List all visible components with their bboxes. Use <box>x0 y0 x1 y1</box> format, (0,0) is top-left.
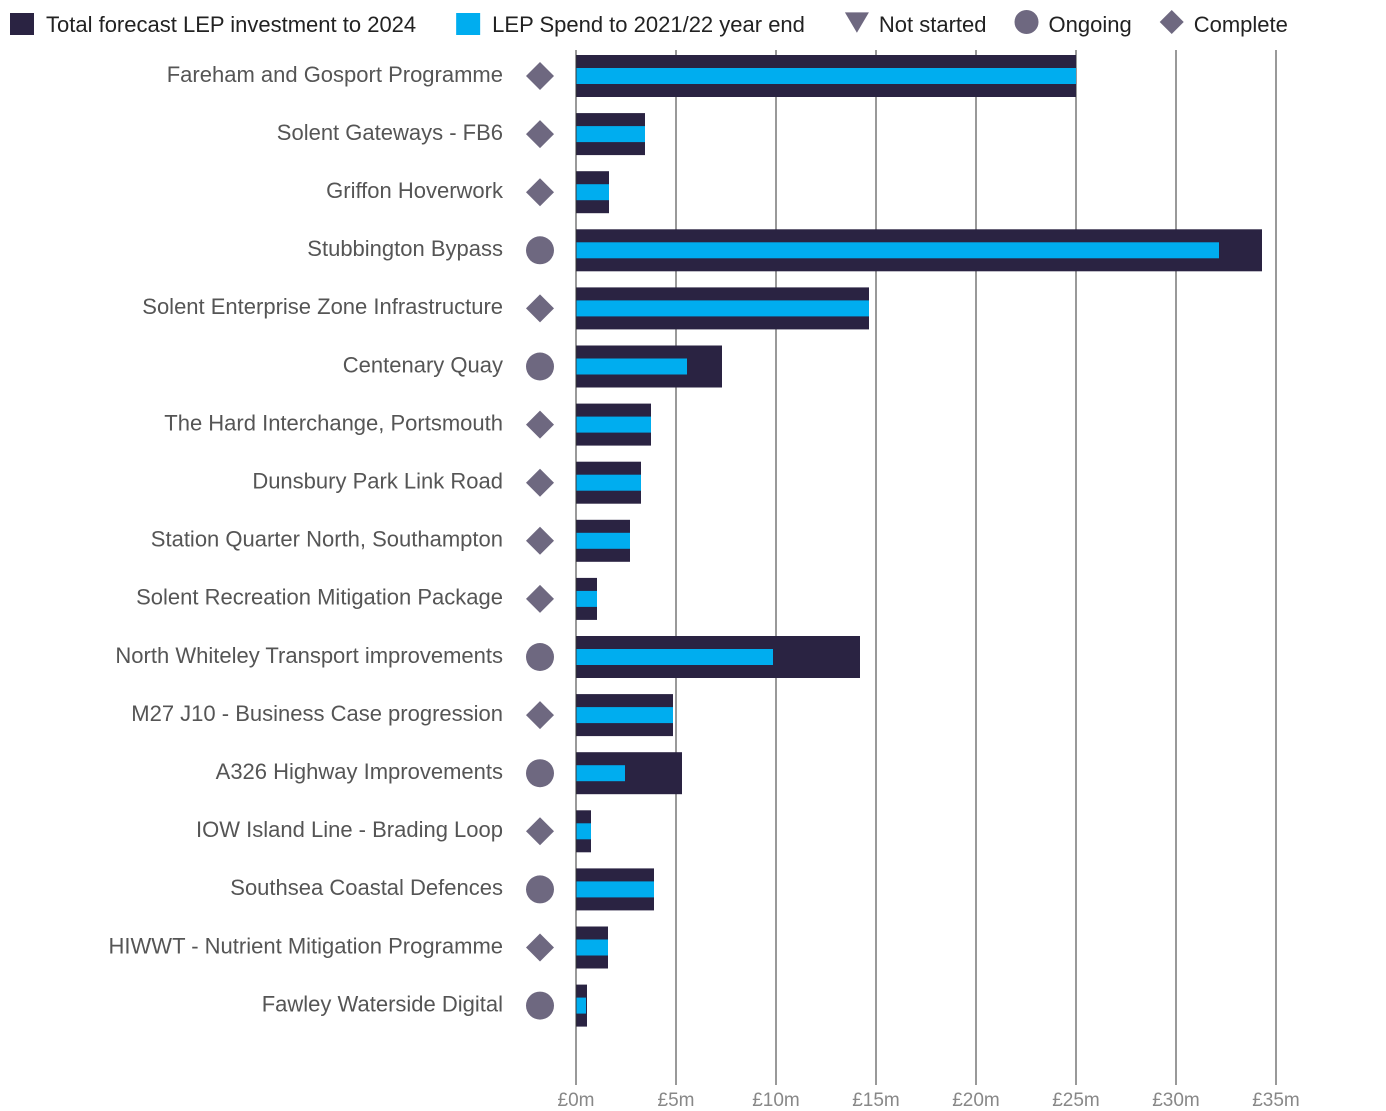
category-label: A326 Highway Improvements <box>216 759 503 784</box>
bar <box>576 358 687 375</box>
status-marker <box>526 701 554 730</box>
legend-label: Complete <box>1194 12 1288 37</box>
legend-marker <box>1014 10 1039 34</box>
bar <box>576 68 1076 84</box>
status-marker <box>526 584 554 613</box>
category-label: Solent Enterprise Zone Infrastructure <box>142 294 503 319</box>
bar <box>576 707 673 724</box>
status-marker <box>526 875 554 904</box>
bar <box>576 823 591 840</box>
x-tick-label: £10m <box>752 1090 800 1111</box>
legend-label: LEP Spend to 2021/22 year end <box>492 12 805 37</box>
category-label: Solent Gateways - FB6 <box>277 120 503 145</box>
legend-label: Total forecast LEP investment to 2024 <box>46 12 416 37</box>
status-marker <box>526 526 554 555</box>
legend-marker <box>844 12 869 33</box>
bar <box>576 590 597 607</box>
status-marker <box>526 933 554 962</box>
category-label: Fawley Waterside Digital <box>262 991 503 1016</box>
status-marker <box>526 410 554 439</box>
x-tick-label: £25m <box>1052 1090 1100 1111</box>
status-marker <box>526 62 554 90</box>
x-tick-label: £20m <box>952 1090 1000 1111</box>
category-label: Fareham and Gosport Programme <box>167 62 503 87</box>
status-marker <box>526 991 554 1020</box>
category-label: IOW Island Line - Brading Loop <box>196 817 503 842</box>
legend-swatch <box>10 13 34 35</box>
category-label: M27 J10 - Business Case progression <box>131 701 503 726</box>
category-label: Stubbington Bypass <box>307 236 503 261</box>
status-marker <box>526 178 554 207</box>
category-label: Griffon Hoverwork <box>326 178 504 203</box>
bar <box>576 126 645 143</box>
bar <box>576 474 641 491</box>
bar <box>576 242 1219 259</box>
status-marker <box>526 352 554 381</box>
bar <box>576 184 609 201</box>
bar <box>576 532 630 549</box>
category-label: Southsea Coastal Defences <box>230 875 503 900</box>
legend-label: Ongoing <box>1049 12 1132 37</box>
bar <box>576 997 586 1014</box>
x-tick-label: £35m <box>1252 1090 1300 1111</box>
status-marker <box>526 759 554 788</box>
status-marker <box>526 236 554 265</box>
bar <box>576 765 625 782</box>
bar <box>576 416 651 433</box>
legend-swatch <box>456 13 481 35</box>
category-label: Station Quarter North, Southampton <box>151 527 503 552</box>
x-tick-label: £5m <box>658 1090 695 1111</box>
status-marker <box>526 294 554 323</box>
bar <box>576 649 773 665</box>
bar <box>576 939 608 956</box>
category-label: Centenary Quay <box>343 352 503 377</box>
category-label: HIWWT - Nutrient Mitigation Programme <box>109 933 503 958</box>
bar <box>576 300 869 317</box>
x-tick-label: £15m <box>852 1090 900 1111</box>
category-label: North Whiteley Transport improvements <box>115 643 503 668</box>
category-label: Dunsbury Park Link Road <box>252 469 503 494</box>
x-tick-label: £0m <box>558 1090 595 1111</box>
category-label: Solent Recreation Mitigation Package <box>136 585 503 610</box>
status-marker <box>526 643 554 671</box>
legend-label: Not started <box>879 12 987 37</box>
legend-marker <box>1159 10 1184 34</box>
category-label: The Hard Interchange, Portsmouth <box>164 410 503 435</box>
status-marker <box>526 120 554 149</box>
bar <box>576 881 654 898</box>
x-tick-label: £30m <box>1152 1090 1200 1111</box>
status-marker <box>526 817 554 846</box>
status-marker <box>526 468 554 497</box>
